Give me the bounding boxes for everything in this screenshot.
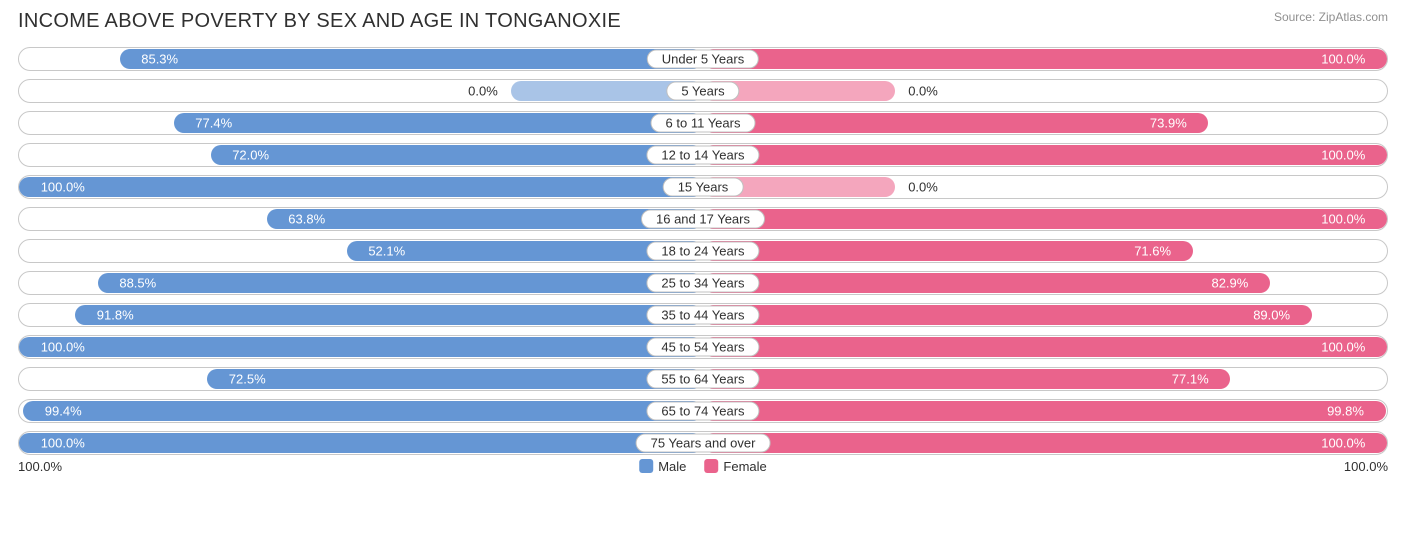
male-bar [211,145,703,165]
female-value-label: 100.0% [1321,436,1373,451]
male-bar [23,401,703,421]
chart-row: 100.0% 100.0% 75 Years and over [18,431,1388,455]
female-value-label: 99.8% [1327,404,1372,419]
category-label: 75 Years and over [636,434,771,453]
male-bar [120,49,703,69]
female-value-label: 100.0% [1321,52,1373,67]
male-value-label: 88.5% [111,276,156,291]
male-swatch [639,459,653,473]
female-value-label: 0.0% [908,84,938,99]
female-bar [703,145,1387,165]
female-value-label: 100.0% [1321,340,1373,355]
female-value-label: 73.9% [1150,116,1195,131]
chart-title: INCOME ABOVE POVERTY BY SEX AND AGE IN T… [18,10,621,33]
chart-header: INCOME ABOVE POVERTY BY SEX AND AGE IN T… [18,10,1388,33]
male-bar [19,337,703,357]
category-label: 55 to 64 Years [646,370,759,389]
category-label: 6 to 11 Years [651,114,756,133]
female-value-label: 77.1% [1172,372,1217,387]
chart-rows: 85.3% 100.0% Under 5 Years 0.0% 0.0% 5 Years 7… [18,47,1388,455]
male-value-label: 91.8% [89,308,134,323]
chart-row: 52.1% 71.6% 18 to 24 Years [18,239,1388,263]
legend-female-label: Female [723,459,766,474]
female-bar [703,337,1387,357]
male-value-label: 63.8% [280,212,325,227]
chart-row: 63.8% 100.0% 16 and 17 Years [18,207,1388,231]
category-label: 18 to 24 Years [646,242,759,261]
chart-legend: Male Female [639,459,767,474]
female-bar [703,209,1387,229]
category-label: 12 to 14 Years [646,146,759,165]
male-bar [267,209,703,229]
category-label: Under 5 Years [647,50,759,69]
female-value-label: 0.0% [908,180,938,195]
legend-male-label: Male [658,459,686,474]
chart-row: 100.0% 100.0% 45 to 54 Years [18,335,1388,359]
chart-row: 88.5% 82.9% 25 to 34 Years [18,271,1388,295]
male-value-label: 99.4% [37,404,82,419]
chart-row: 99.4% 99.8% 65 to 74 Years [18,399,1388,423]
female-value-label: 100.0% [1321,148,1373,163]
male-bar [19,177,703,197]
category-label: 16 and 17 Years [641,210,765,229]
female-bar [703,401,1386,421]
axis-right-label: 100.0% [1344,459,1388,474]
category-label: 25 to 34 Years [646,274,759,293]
male-value-label: 100.0% [33,180,85,195]
male-bar [19,433,703,453]
female-bar [703,113,1208,133]
male-value-label: 72.5% [221,372,266,387]
male-bar [75,305,703,325]
female-swatch [704,459,718,473]
male-value-label: 72.0% [224,148,269,163]
male-bar [98,273,703,293]
female-bar [703,241,1193,261]
legend-female: Female [704,459,766,474]
axis-left-label: 100.0% [18,459,62,474]
female-value-label: 71.6% [1134,244,1179,259]
chart-row: 91.8% 89.0% 35 to 44 Years [18,303,1388,327]
female-value-label: 82.9% [1211,276,1256,291]
male-value-label: 100.0% [33,436,85,451]
female-bar [703,369,1230,389]
chart-row: 72.0% 100.0% 12 to 14 Years [18,143,1388,167]
chart-row: 72.5% 77.1% 55 to 64 Years [18,367,1388,391]
chart-row: 0.0% 0.0% 5 Years [18,79,1388,103]
chart-row: 85.3% 100.0% Under 5 Years [18,47,1388,71]
chart-container: INCOME ABOVE POVERTY BY SEX AND AGE IN T… [0,0,1406,559]
chart-source: Source: ZipAtlas.com [1274,10,1388,24]
female-bar [703,433,1387,453]
category-label: 65 to 74 Years [646,402,759,421]
male-value-label: 100.0% [33,340,85,355]
female-value-label: 89.0% [1253,308,1298,323]
chart-row: 100.0% 0.0% 15 Years [18,175,1388,199]
female-bar [703,49,1387,69]
male-value-label: 0.0% [468,84,498,99]
category-label: 5 Years [666,82,739,101]
male-bar [174,113,703,133]
male-bar [207,369,703,389]
female-bar [703,305,1312,325]
female-bar [703,273,1270,293]
category-label: 45 to 54 Years [646,338,759,357]
chart-row: 77.4% 73.9% 6 to 11 Years [18,111,1388,135]
category-label: 15 Years [663,178,744,197]
female-value-label: 100.0% [1321,212,1373,227]
chart-axis: 100.0% 100.0% Male Female [18,459,1388,479]
male-value-label: 77.4% [187,116,232,131]
male-value-label: 85.3% [133,52,178,67]
male-value-label: 52.1% [360,244,405,259]
legend-male: Male [639,459,686,474]
category-label: 35 to 44 Years [646,306,759,325]
